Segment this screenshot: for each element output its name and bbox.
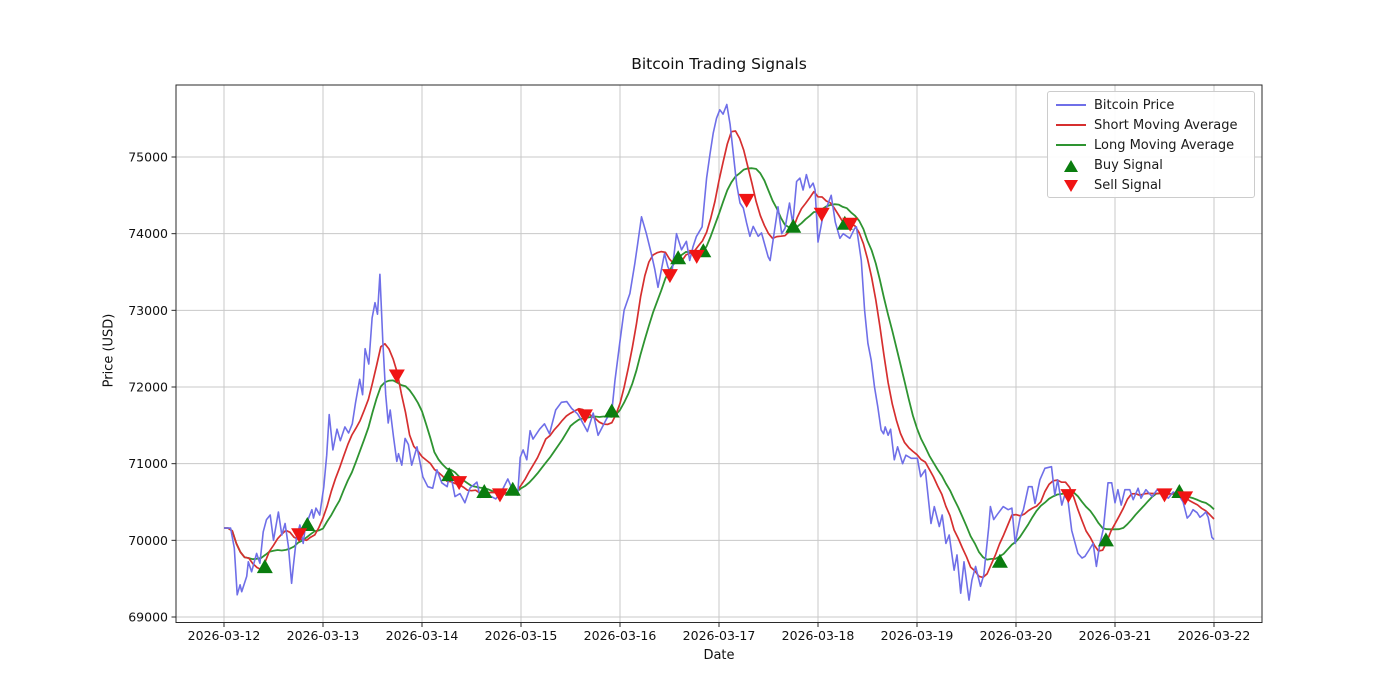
long-ma-line	[224, 167, 1215, 561]
sell-signal-marker	[451, 476, 468, 491]
sell-signal-marker	[661, 269, 678, 284]
legend-label: Buy Signal	[1094, 158, 1163, 174]
legend-item-short-ma: Short Moving Average	[1048, 115, 1254, 135]
y-tick-label: 73000	[128, 303, 168, 318]
short-ma-line	[224, 130, 1215, 579]
x-tick-label: 2026-03-17	[683, 628, 756, 643]
buy-signal-marker	[991, 553, 1008, 568]
x-tick-label: 2026-03-12	[188, 628, 261, 643]
x-axis-label: Date	[703, 648, 735, 663]
sell-signal-marker	[1177, 491, 1194, 506]
chart-title: Bitcoin Trading Signals	[631, 55, 807, 73]
y-tick-label: 69000	[128, 610, 168, 625]
legend-label: Short Moving Average	[1094, 117, 1238, 133]
buy-signal-marker	[670, 250, 687, 265]
bitcoin-price-line	[224, 103, 1215, 601]
y-tick-label: 70000	[128, 533, 168, 548]
sell-signal-marker	[813, 207, 830, 222]
sell-signal-marker	[491, 488, 508, 503]
buy-signal-marker	[256, 559, 273, 574]
x-tick-label: 2026-03-14	[386, 628, 459, 643]
sell-signal-marker	[291, 528, 308, 543]
y-tick-label: 74000	[128, 226, 168, 241]
y-axis-label: Price (USD)	[101, 313, 117, 388]
x-tick-label: 2026-03-15	[485, 628, 558, 643]
sell-signal-icon	[1048, 179, 1094, 192]
legend-label: Long Moving Average	[1094, 137, 1235, 153]
long-ma-line-swatch	[1048, 144, 1094, 147]
buy-signal-marker	[299, 516, 316, 531]
sell-signal-marker	[388, 369, 405, 384]
sell-signal-marker	[842, 217, 859, 232]
sell-signal-marker	[1156, 488, 1173, 503]
legend-item-long-ma: Long Moving Average	[1048, 135, 1254, 155]
short-ma-line-swatch	[1048, 124, 1094, 127]
legend-label: Bitcoin Price	[1094, 97, 1175, 113]
sell-signal-marker	[688, 249, 705, 264]
x-tick-label: 2026-03-18	[782, 628, 855, 643]
buy-signal-marker	[504, 481, 521, 496]
y-tick-label: 72000	[128, 379, 168, 394]
sell-signal-marker	[576, 409, 593, 424]
legend-item-buy-signal: Buy Signal	[1048, 156, 1254, 176]
sell-signal-marker	[1060, 489, 1077, 504]
buy-signal-marker	[1097, 532, 1114, 547]
buy-signal-icon	[1048, 159, 1094, 172]
sell-signal-marker	[738, 193, 755, 208]
price-line-swatch	[1048, 104, 1094, 107]
y-tick-label: 75000	[128, 149, 168, 164]
legend-label: Sell Signal	[1094, 178, 1162, 194]
buy-signal-marker	[603, 403, 620, 418]
x-tick-label: 2026-03-20	[980, 628, 1053, 643]
y-tick-label: 71000	[128, 456, 168, 471]
legend: Bitcoin Price Short Moving Average Long …	[1047, 91, 1255, 198]
x-tick-label: 2026-03-22	[1178, 628, 1251, 643]
legend-item-sell-signal: Sell Signal	[1048, 176, 1254, 196]
buy-signal-marker	[785, 218, 802, 233]
x-tick-label: 2026-03-16	[584, 628, 657, 643]
x-tick-label: 2026-03-19	[881, 628, 954, 643]
legend-item-bitcoin-price: Bitcoin Price	[1048, 95, 1254, 115]
x-tick-label: 2026-03-21	[1079, 628, 1152, 643]
buy-signal-marker	[476, 484, 493, 499]
x-tick-label: 2026-03-13	[287, 628, 360, 643]
